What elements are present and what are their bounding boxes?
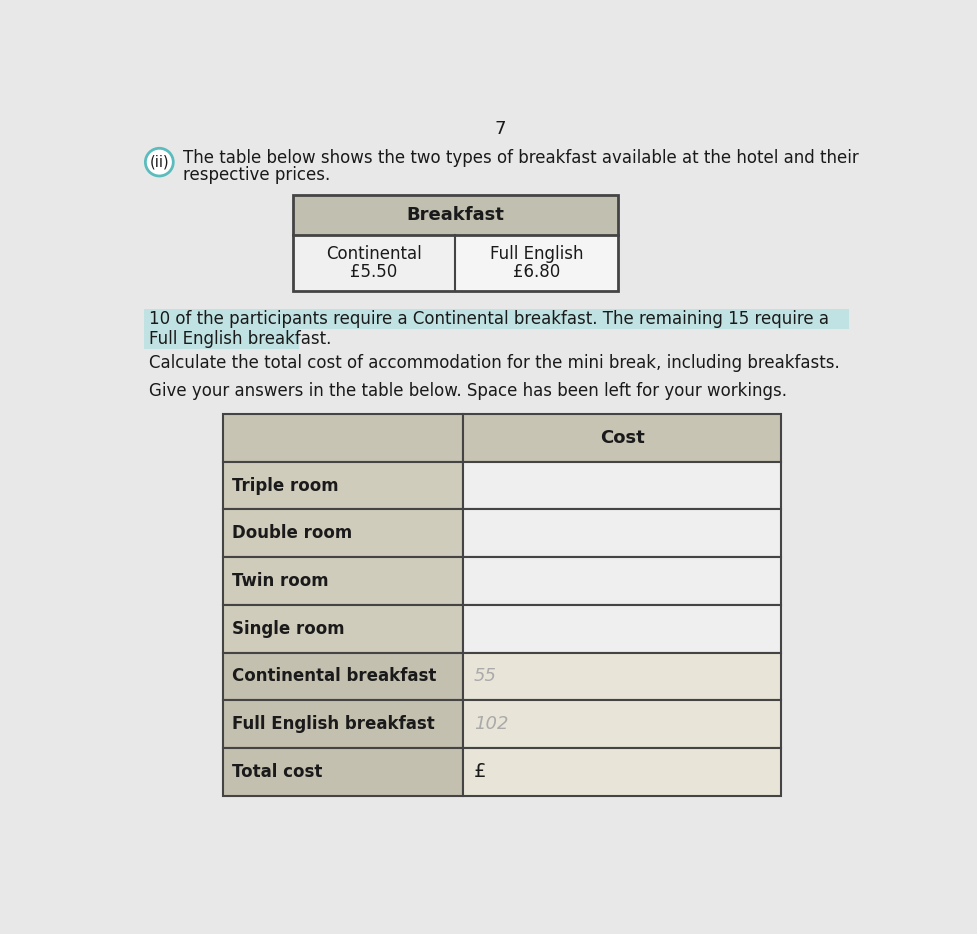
Text: (ii): (ii): [149, 155, 169, 170]
Text: Double room: Double room: [233, 524, 353, 543]
Bar: [223, 700, 463, 748]
Circle shape: [146, 149, 173, 176]
Text: Cost: Cost: [600, 429, 645, 446]
Bar: [463, 653, 781, 700]
Text: Continental: Continental: [326, 245, 422, 262]
Text: £6.80: £6.80: [513, 263, 561, 281]
Text: Triple room: Triple room: [233, 476, 339, 494]
Text: Full English: Full English: [490, 245, 583, 262]
Text: Full English breakfast: Full English breakfast: [233, 715, 435, 733]
Text: £: £: [474, 762, 487, 782]
Text: Continental breakfast: Continental breakfast: [233, 668, 437, 686]
Text: 7: 7: [494, 120, 506, 138]
Bar: [455, 235, 618, 290]
Bar: [463, 509, 781, 558]
Bar: [223, 558, 463, 605]
Text: 55: 55: [474, 668, 497, 686]
Bar: [463, 605, 781, 653]
Text: respective prices.: respective prices.: [183, 166, 330, 184]
Text: Single room: Single room: [233, 620, 345, 638]
Bar: [463, 558, 781, 605]
Text: £5.50: £5.50: [351, 263, 398, 281]
Text: Breakfast: Breakfast: [406, 206, 504, 224]
Bar: [463, 700, 781, 748]
Bar: [293, 235, 455, 290]
Bar: [223, 605, 463, 653]
Bar: [223, 653, 463, 700]
Text: Full English breakfast.: Full English breakfast.: [149, 331, 331, 348]
Bar: [144, 309, 849, 329]
Bar: [463, 414, 781, 461]
Text: Twin room: Twin room: [233, 572, 329, 590]
Text: The table below shows the two types of breakfast available at the hotel and thei: The table below shows the two types of b…: [183, 149, 859, 167]
Text: 102: 102: [474, 715, 508, 733]
Bar: [463, 461, 781, 509]
Bar: [463, 748, 781, 796]
Bar: [223, 509, 463, 558]
Bar: [293, 195, 618, 235]
Text: Calculate the total cost of accommodation for the mini break, including breakfas: Calculate the total cost of accommodatio…: [149, 354, 840, 372]
Bar: [223, 414, 463, 461]
Text: Give your answers in the table below. Space has been left for your workings.: Give your answers in the table below. Sp…: [149, 382, 787, 400]
Bar: [293, 195, 618, 290]
Bar: [223, 748, 463, 796]
Bar: [144, 329, 299, 349]
Text: Total cost: Total cost: [233, 763, 322, 781]
Text: 10 of the participants require a Continental breakfast. The remaining 15 require: 10 of the participants require a Contine…: [149, 310, 829, 328]
Bar: [223, 461, 463, 509]
